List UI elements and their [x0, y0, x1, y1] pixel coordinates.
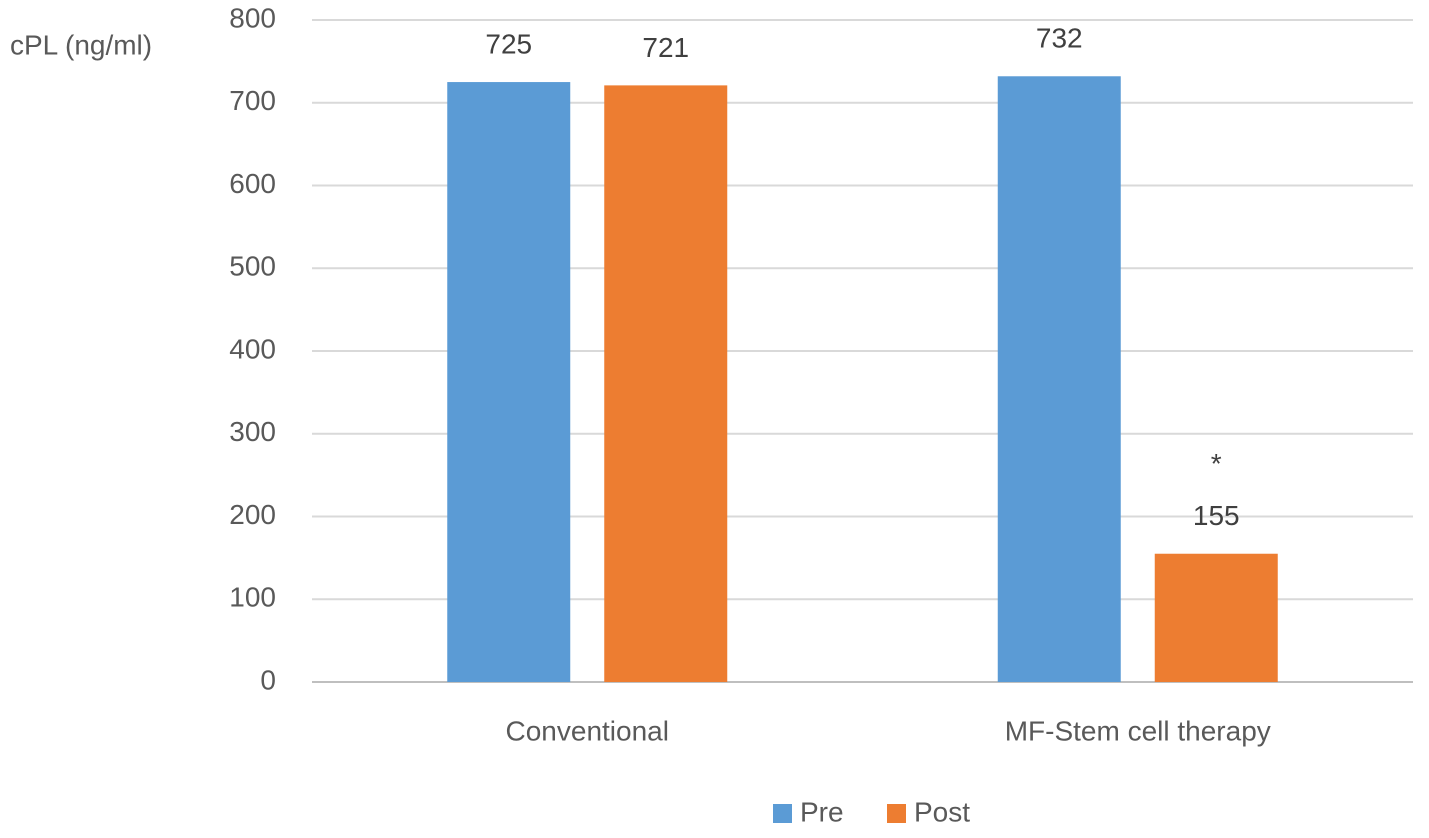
annotation: *: [1211, 448, 1222, 479]
y-tick-label: 100: [229, 582, 276, 613]
bar: [1154, 553, 1278, 682]
y-tick-label: 800: [229, 2, 276, 33]
y-tick-label: 400: [229, 333, 276, 364]
data-label: 721: [642, 32, 689, 63]
data-label: 155: [1193, 500, 1240, 531]
legend-label: Post: [914, 796, 970, 827]
legend-swatch: [773, 804, 792, 823]
x-tick-label: Conventional: [506, 715, 669, 746]
y-tick-label: 0: [260, 664, 276, 695]
y-tick-label: 600: [229, 168, 276, 199]
y-tick-label: 700: [229, 85, 276, 116]
y-axis-title: cPL (ng/ml): [10, 29, 152, 60]
legend-swatch: [887, 804, 906, 823]
x-tick-label: MF-Stem cell therapy: [1005, 715, 1271, 746]
y-tick-label: 300: [229, 416, 276, 447]
y-tick-label: 500: [229, 251, 276, 282]
bar: [604, 85, 728, 682]
bar: [997, 76, 1121, 682]
data-label: 725: [485, 28, 532, 59]
data-label: 732: [1036, 23, 1083, 54]
legend-label: Pre: [800, 796, 844, 827]
bar: [447, 82, 571, 682]
y-tick-label: 200: [229, 499, 276, 530]
